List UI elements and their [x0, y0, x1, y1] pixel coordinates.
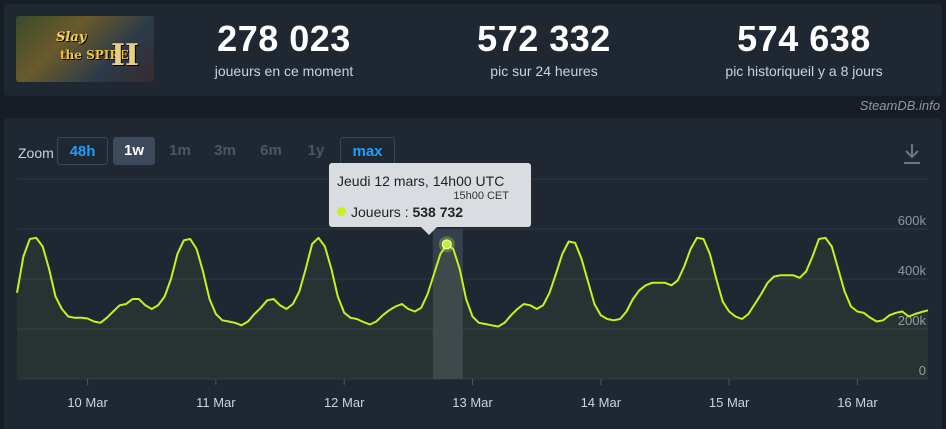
y-tick-label: 0 — [919, 363, 926, 378]
x-tick-label: 11 Mar — [196, 395, 236, 410]
highlight-band — [432, 229, 463, 379]
tooltip-series: Joueurs : 538 732 — [351, 204, 463, 220]
stat-value: 572 332 — [477, 18, 611, 59]
y-tick-label: 200k — [898, 313, 927, 328]
series-marker-icon — [337, 207, 346, 216]
stat-label: joueurs en ce moment — [214, 63, 354, 79]
y-tick-label: 400k — [898, 263, 927, 278]
tooltip-series-label: Joueurs : — [351, 204, 413, 220]
zoom-6m-button[interactable]: 6m — [260, 142, 282, 159]
chart-tooltip: Jeudi 12 mars, 14h00 UTC 15h00 CET Joueu… — [329, 163, 531, 235]
zoom-1y-button[interactable]: 1y — [307, 142, 325, 159]
stat-label: pic sur 24 heures — [490, 63, 598, 79]
series-line — [16, 236, 929, 328]
stats-panel: Slay the SPIRE II 278 023 joueurs en ce … — [4, 4, 942, 96]
zoom-3m-button[interactable]: 3m — [214, 142, 236, 159]
download-icon[interactable] — [902, 142, 922, 166]
x-tick-label: 16 Mar — [837, 395, 878, 410]
x-tick-label: 13 Mar — [452, 395, 493, 410]
stat-current-players: 278 023 joueurs en ce moment — [204, 18, 364, 80]
zoom-48h-button[interactable]: 48h — [57, 137, 108, 165]
chart-panel: Zoom 48h 1w 1m 3m 6m 1y max — [4, 118, 942, 429]
player-count-chart[interactable]: 0 200k 400k 600k 10 Mar 11 Mar 12 Mar 13 Mar 14 … — [0, 118, 946, 429]
game-title-numeral: II — [111, 38, 140, 73]
stat-label: pic historiqueil y a 8 jours — [725, 63, 883, 79]
stat-all-time-peak: 574 638 pic historiqueil y a 8 jours — [704, 18, 904, 80]
zoom-1m-button[interactable]: 1m — [169, 142, 191, 159]
game-title-line2: the SPIRE — [60, 48, 129, 62]
tooltip-value: 538 732 — [412, 204, 464, 220]
game-thumbnail[interactable]: Slay the SPIRE II — [16, 16, 154, 82]
y-tick-label: 600k — [898, 213, 927, 228]
x-tick-label: 14 Mar — [581, 395, 622, 410]
x-tick-label: 15 Mar — [709, 395, 750, 410]
game-title-line1: Slay — [56, 30, 87, 45]
steamdb-credit[interactable]: SteamDB.info — [859, 98, 940, 113]
x-tick-label: 10 Mar — [67, 395, 108, 410]
stat-value: 574 638 — [737, 18, 871, 59]
zoom-label: Zoom — [18, 145, 54, 161]
highlight-point — [441, 239, 452, 250]
stat-24h-peak: 572 332 pic sur 24 heures — [444, 18, 644, 80]
stat-value: 278 023 — [217, 18, 351, 59]
x-tick-label: 12 Mar — [324, 395, 365, 410]
tooltip-date: Jeudi 12 mars, 14h00 UTC — [337, 173, 505, 189]
tooltip-cet-time: 15h00 CET — [453, 190, 509, 202]
series-area — [17, 237, 928, 379]
zoom-1w-button[interactable]: 1w — [113, 137, 155, 165]
